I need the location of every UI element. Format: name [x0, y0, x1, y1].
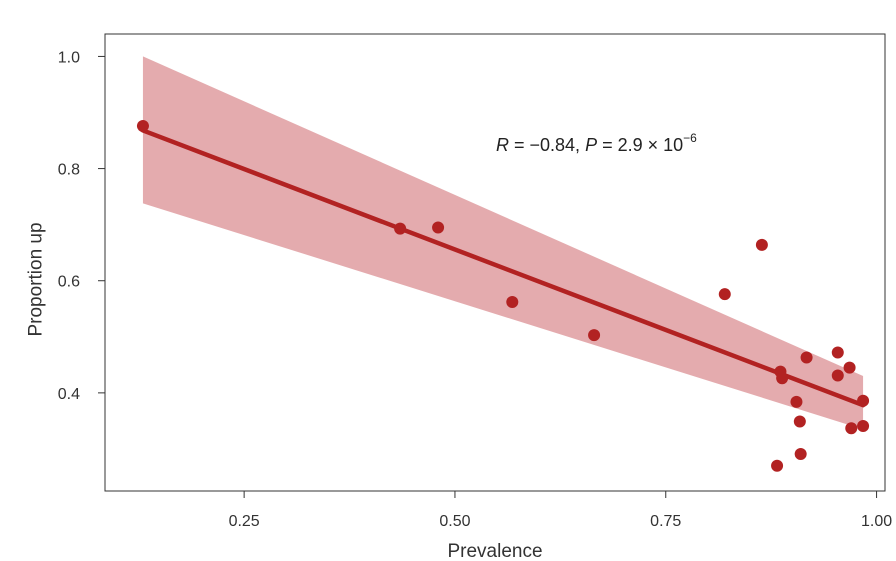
r-value: = −0.84, [509, 135, 585, 155]
p-exponent: −6 [683, 131, 697, 145]
y-tick-label: 0.6 [58, 274, 80, 291]
data-point [845, 422, 858, 435]
data-point [136, 119, 149, 132]
y-tick-label: 1.0 [58, 49, 80, 66]
data-point [857, 394, 870, 407]
data-point [432, 221, 445, 234]
data-point [394, 222, 407, 235]
data-point [718, 288, 731, 301]
correlation-annotation: R = −0.84, P = 2.9 × 10−6 [496, 131, 697, 155]
x-tick-label: 1.00 [861, 513, 892, 530]
plot-frame [104, 33, 886, 492]
r-symbol: R [496, 135, 509, 155]
y-axis-label: Proportion up [26, 222, 47, 336]
data-point [755, 238, 768, 251]
y-tick-label: 0.8 [58, 162, 80, 179]
data-point [831, 346, 844, 359]
x-tick-label: 0.50 [439, 513, 470, 530]
data-point [793, 415, 806, 428]
data-point [588, 329, 601, 342]
data-point [831, 369, 844, 382]
p-symbol: P [585, 135, 597, 155]
x-tick-label: 0.25 [229, 513, 260, 530]
regression-line [140, 128, 866, 408]
data-point [790, 395, 803, 408]
data-point [800, 351, 813, 364]
data-point [776, 372, 789, 385]
x-tick-label: 0.75 [650, 513, 681, 530]
data-point [794, 447, 807, 460]
confidence-band [142, 56, 864, 430]
data-point [506, 296, 519, 309]
y-tick-label: 0.4 [58, 386, 80, 403]
data-point [843, 361, 856, 374]
x-axis-label: Prevalence [447, 541, 542, 561]
data-point [771, 459, 784, 472]
p-value: = 2.9 × 10 [597, 135, 683, 155]
data-point [857, 419, 870, 432]
